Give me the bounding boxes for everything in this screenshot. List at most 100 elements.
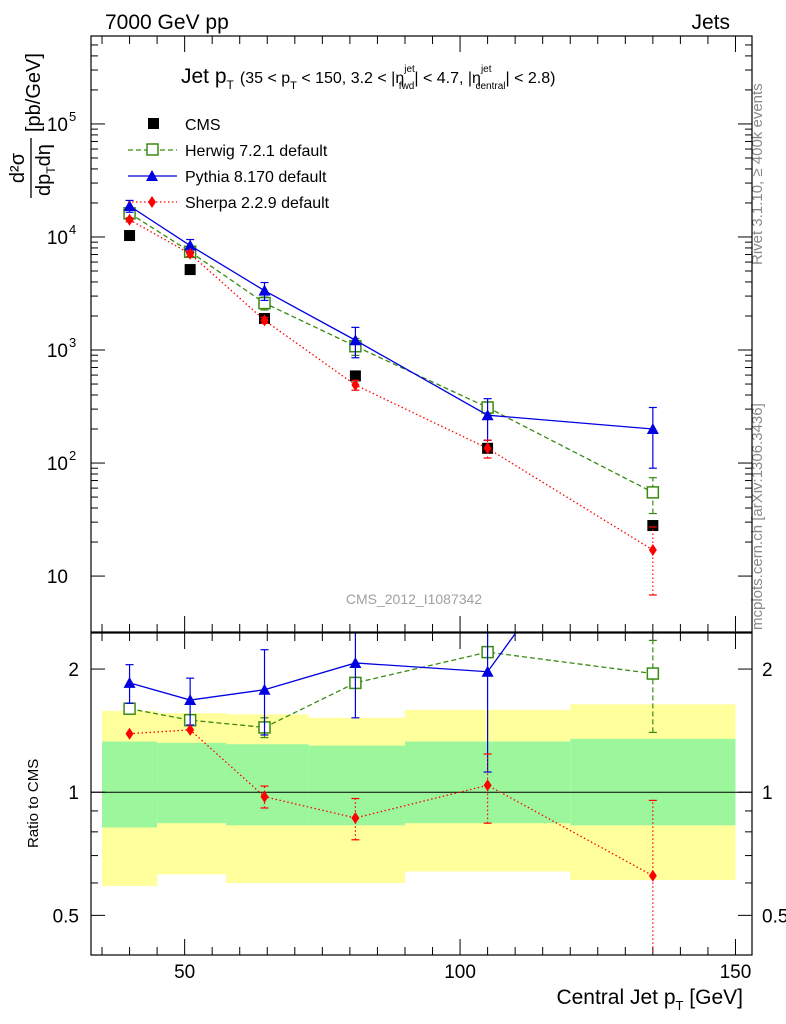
title-cond-a-sub: T <box>290 80 297 92</box>
ratio-line-herwig <box>129 651 653 729</box>
main-y-tick-exponent: 5 <box>69 109 76 124</box>
ratio-point-sherpa <box>260 790 269 803</box>
title-cond-d: | < 2.8) <box>506 70 556 87</box>
xlabel-main: Central Jet p <box>556 986 675 1009</box>
ratio-series-layer <box>123 633 660 955</box>
main-point-cms <box>184 264 196 276</box>
main-line-herwig <box>129 212 654 493</box>
ratio-y-tick-label: 0.5 <box>53 906 79 927</box>
legend-entry-cms: CMS <box>148 117 221 134</box>
main-point-pythia <box>646 423 659 435</box>
legend-marker-sherpa <box>148 196 156 208</box>
ratio-band-inner <box>308 745 405 826</box>
main-y-tick-label: 10 <box>47 567 68 588</box>
ratio-y-tick-label-right: 1 <box>762 783 773 804</box>
legend-entry-pythia: Pythia 8.170 default <box>128 169 327 186</box>
legend: CMS Herwig 7.2.1 default Pythia 8.170 de… <box>128 117 330 212</box>
header-left: 7000 GeV pp <box>105 11 229 34</box>
main-point-sherpa <box>186 247 195 260</box>
title-cond-b-sup: jet <box>403 64 415 75</box>
ylabel-den-b: dη <box>33 144 55 166</box>
main-point-sherpa <box>260 314 269 327</box>
main-y-tick-exponent: 4 <box>69 222 76 237</box>
ylabel-unit: [pb/GeV] <box>23 53 45 132</box>
legend-label-sherpa: Sherpa 2.2.9 default <box>185 195 330 212</box>
ratio-point-pythia <box>481 665 494 677</box>
xlabel-sub: T <box>676 998 684 1013</box>
ratio-y-tick-label: 2 <box>68 660 79 681</box>
x-tick-label: 150 <box>720 962 752 983</box>
ratio-point-sherpa <box>186 723 195 736</box>
main-point-sherpa <box>351 379 360 392</box>
main-point-sherpa <box>125 213 134 226</box>
rivet-label: Rivet 3.1.10, ≥ 400k events <box>749 83 766 265</box>
main-point-pythia <box>481 409 494 421</box>
main-y-label: d²σ dpTdη [pb/GeV] <box>7 53 58 198</box>
main-y-tick-label: 10 <box>47 454 68 475</box>
title-main-sub: T <box>227 78 235 92</box>
ratio-y-tick-label-right: 0.5 <box>762 906 786 927</box>
ratio-band-inner <box>570 738 736 826</box>
legend-marker-cms <box>148 118 159 129</box>
main-y-tick-exponent: 3 <box>69 335 76 350</box>
title-cond-c-sup: jet <box>480 64 492 75</box>
main-point-cms <box>647 520 659 532</box>
analysis-watermark: CMS_2012_I1087342 <box>346 591 482 607</box>
main-series-layer <box>123 199 660 596</box>
ylabel-den-a: dp <box>33 174 55 196</box>
ylabel-numerator: d²σ <box>7 152 29 183</box>
ratio-point-herwig <box>123 702 136 715</box>
main-point-pythia <box>258 284 271 296</box>
title-cond-a: (35 < p <box>240 70 290 87</box>
main-line-sherpa <box>129 219 654 551</box>
main-panel-frame <box>90 35 753 633</box>
ratio-y-tick-label: 1 <box>68 783 79 804</box>
ratio-point-sherpa <box>351 811 360 824</box>
legend-label-cms: CMS <box>185 117 221 134</box>
ratio-y-tick-label-right: 2 <box>762 660 773 681</box>
legend-marker-pythia <box>146 170 158 181</box>
main-y-tick-label: 10 <box>47 115 68 136</box>
ratio-uncertainty-bands <box>102 704 736 886</box>
title-cond-c-sub: central <box>476 81 506 92</box>
legend-label-herwig: Herwig 7.2.1 default <box>185 143 328 160</box>
main-point-pythia <box>349 334 362 346</box>
main-point-cms <box>349 370 361 382</box>
header-right: Jets <box>691 11 730 34</box>
main-point-cms <box>124 230 136 242</box>
main-title: Jet pT (35 < pT < 150, 3.2 < |ηjet fwd| < … <box>181 64 555 92</box>
ratio-point-herwig <box>646 667 660 680</box>
ratio-band-inner <box>225 744 309 826</box>
ratio-panel-frame <box>90 632 753 956</box>
title-cond-c: | < 4.7, |η <box>414 70 481 87</box>
ratio-band-inner <box>102 741 158 828</box>
xlabel-unit: [GeV] <box>683 986 743 1009</box>
x-axis-label: Central Jet pT [GeV] <box>556 986 743 1013</box>
main-y-tick-exponent: 2 <box>69 448 76 463</box>
ratio-line-pythia <box>129 633 517 701</box>
ratio-point-sherpa <box>483 779 492 792</box>
main-point-herwig <box>646 486 660 499</box>
ratio-axes: 0.5 0.5 1 1 2 2 50 100 150 <box>53 633 786 983</box>
ylabel-denominator: dpTdη <box>33 144 58 196</box>
x-tick-label: 50 <box>174 962 195 983</box>
ratio-y-label: Ratio to CMS <box>25 759 42 848</box>
ratio-point-sherpa <box>125 727 134 740</box>
main-point-sherpa <box>483 442 492 455</box>
main-point-sherpa <box>648 544 657 557</box>
ratio-point-sherpa <box>648 869 657 882</box>
main-point-pythia <box>123 199 136 211</box>
main-line-pythia <box>129 205 653 430</box>
ratio-band-inner <box>157 742 226 824</box>
ratio-point-pythia <box>123 676 136 688</box>
legend-entry-sherpa: Sherpa 2.2.9 default <box>128 195 330 212</box>
title-cond-b: < 150, 3.2 < |η <box>297 70 404 87</box>
mcplots-label: mcplots.cern.ch [arXiv:1306.3436] <box>749 403 766 630</box>
title-main: Jet p <box>181 65 227 88</box>
ylabel-den-sub: T <box>44 166 58 174</box>
x-tick-label: 100 <box>444 962 476 983</box>
ratio-point-pythia <box>258 683 271 695</box>
main-point-pythia <box>184 239 197 251</box>
